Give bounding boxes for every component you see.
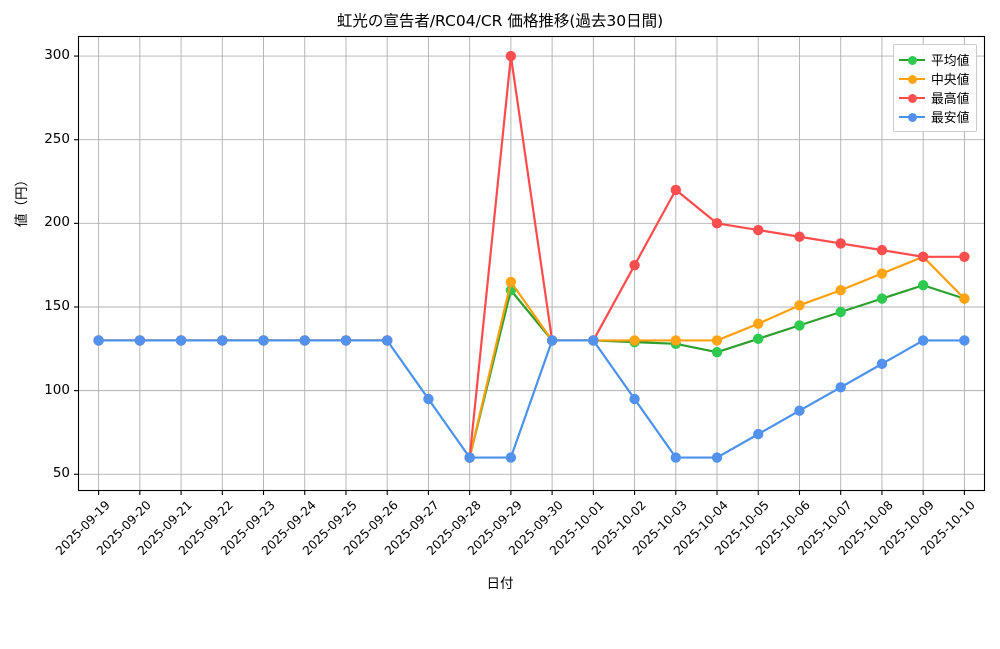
y-tick-label: 150 [44, 297, 70, 314]
chart-legend: 平均値中央値最高値最安値 [893, 44, 978, 132]
x-tick-label: 2025-09-25 [299, 498, 360, 558]
legend-item[interactable]: 最安値 [899, 107, 969, 126]
y-tick-label: 50 [52, 465, 70, 482]
tick-marks [74, 55, 965, 495]
legend-label: 中央値 [931, 73, 970, 88]
x-axis-label: 日付 [486, 576, 514, 592]
series-1 [93, 251, 970, 463]
x-tick-label: 2025-09-30 [506, 498, 567, 558]
grid-lines [78, 36, 985, 491]
series-0 [93, 280, 970, 463]
x-axis-tick-labels: 2025-09-19 2025-09-20 2025-09-21 2025-09-22… [53, 491, 985, 591]
x-tick-label: 2025-10-04 [670, 498, 731, 558]
x-tick-label: 2025-09-29 [464, 498, 525, 558]
plot-canvas [74, 35, 986, 495]
x-tick-label: 2025-10-08 [835, 498, 896, 558]
legend-item[interactable]: 平均値 [899, 50, 969, 69]
y-tick-label: 250 [44, 130, 70, 147]
legend-item[interactable]: 中央値 [899, 69, 969, 88]
plot-area [74, 35, 986, 495]
series-3 [93, 335, 970, 463]
y-tick-label: 200 [44, 214, 70, 231]
legend-swatch-icon [899, 91, 925, 105]
legend-swatch-icon [899, 110, 925, 124]
y-axis-tick-labels: 50 100 150 200 250 300 [0, 36, 70, 491]
chart-figure: 虹光の宣告者/RC04/CR 価格推移(過去30日間) 値（円） 日付 50 10… [0, 12, 986, 592]
legend-label: 平均値 [931, 54, 970, 69]
y-tick-label: 100 [44, 381, 70, 398]
y-tick-label: 300 [44, 47, 70, 64]
x-tick-label: 2025-09-24 [258, 498, 319, 558]
legend-item[interactable]: 最高値 [899, 88, 969, 107]
legend-swatch-icon [899, 53, 925, 67]
legend-swatch-icon [899, 72, 925, 86]
chart-title: 虹光の宣告者/RC04/CR 価格推移(過去30日間) [336, 12, 664, 30]
legend-label: 最高値 [931, 92, 970, 107]
legend-label: 最安値 [931, 111, 970, 126]
plot-frame [77, 35, 986, 492]
x-tick-label: 2025-10-03 [629, 498, 690, 558]
